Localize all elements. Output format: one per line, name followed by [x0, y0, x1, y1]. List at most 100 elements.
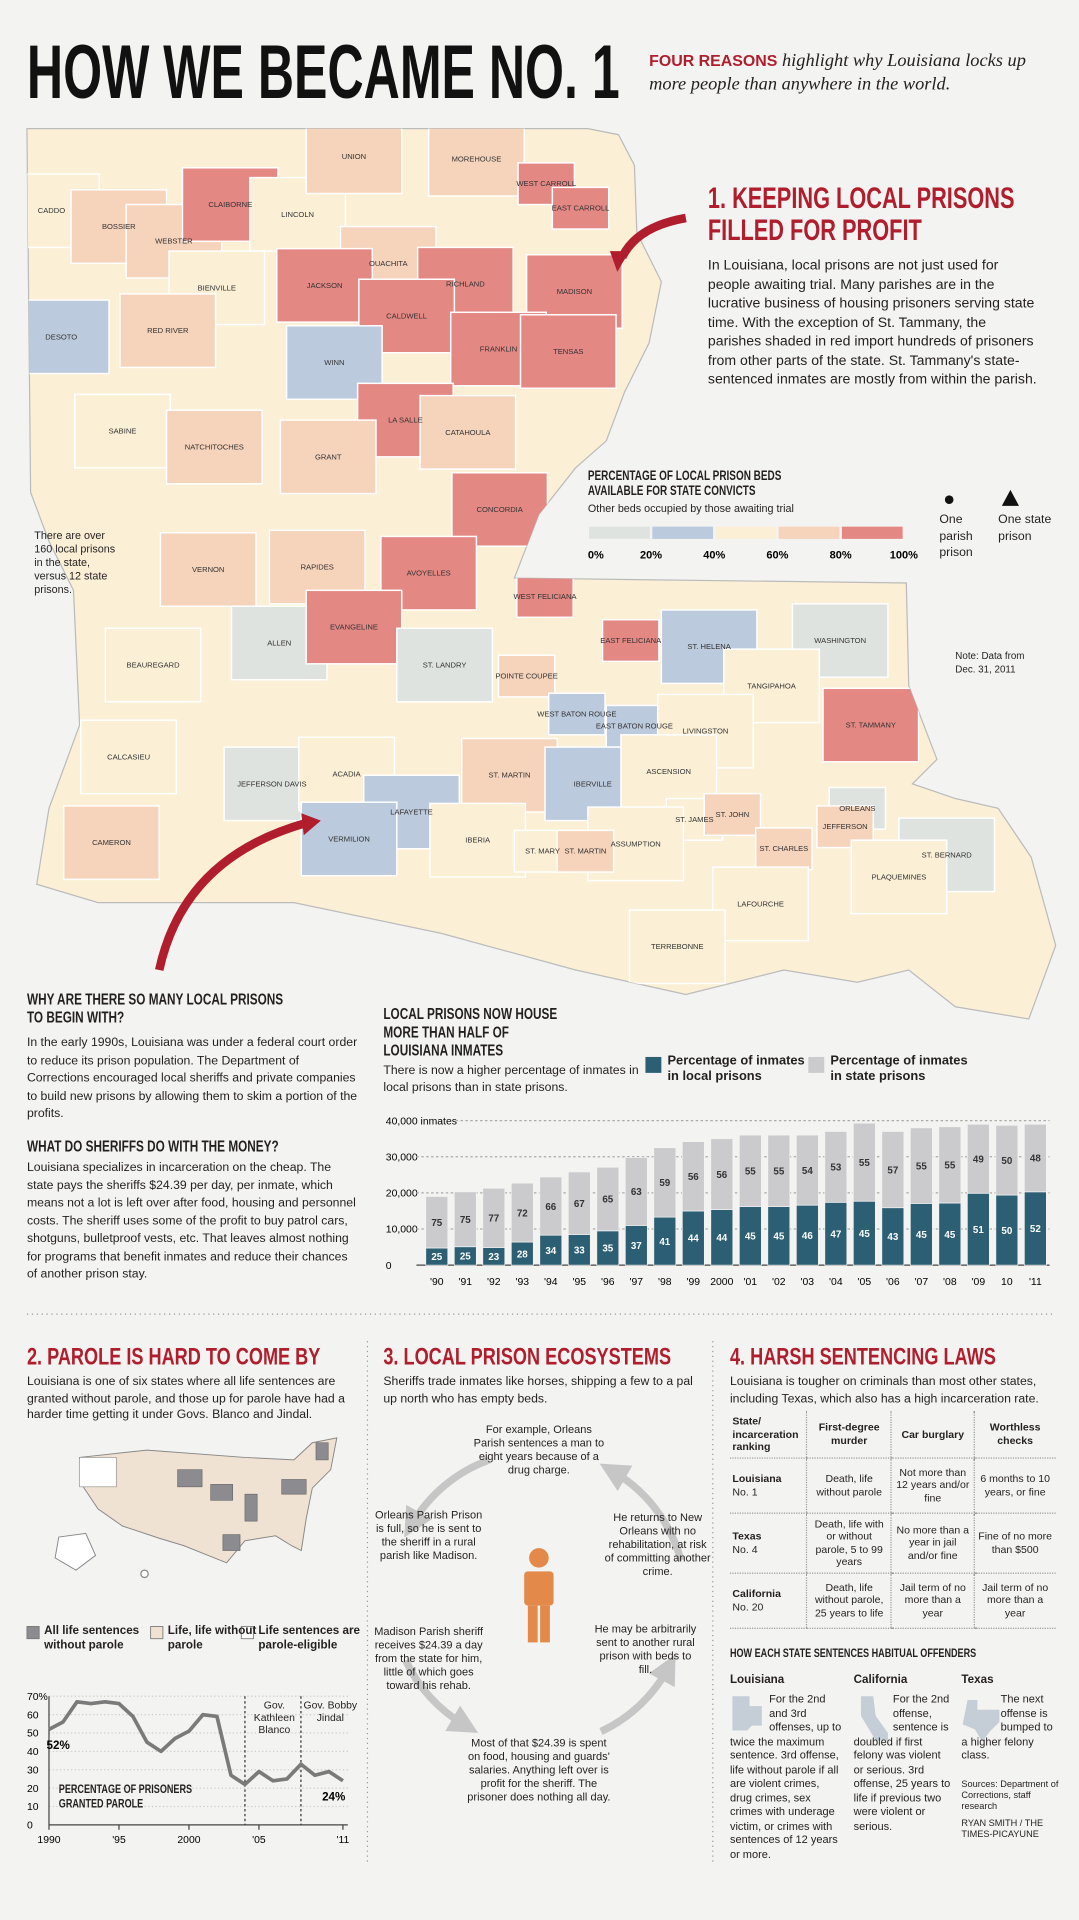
parish-label: LA SALLE — [388, 416, 423, 425]
parish-label: JEFFERSON DAVIS — [237, 779, 306, 788]
habitual-state: Louisiana — [729, 1672, 785, 1687]
parish — [104, 627, 202, 703]
cycle-step: For example, Orleans Parish sentences a … — [473, 1423, 605, 1476]
bar-segment — [539, 1176, 563, 1236]
x-tick-label: '94 — [544, 1277, 558, 1288]
chart-title: PERCENTAGE OF PRISONERS GRANTED PAROLE — [58, 1783, 193, 1812]
data-label: 51 — [973, 1225, 984, 1236]
data-label: 43 — [887, 1232, 898, 1243]
data-label: 66 — [545, 1202, 556, 1213]
parish — [159, 532, 257, 607]
data-label: 59 — [659, 1178, 670, 1189]
data-label: 77 — [488, 1214, 499, 1225]
legend-tick-label: 80% — [830, 549, 852, 561]
parish-label: ASSUMPTION — [611, 839, 661, 848]
x-tick-label: '08 — [943, 1277, 957, 1288]
x-tick-label: '01 — [744, 1277, 758, 1288]
legend-subtitle: Other beds occupied by those awaiting tr… — [587, 502, 794, 515]
parish-label: EAST FELICIANA — [600, 636, 662, 645]
legend-title: PERCENTAGE OF LOCAL PRISON BEDS AVAILABL… — [587, 469, 782, 499]
cycle-step: He may be arbitrarily sent to another ru… — [594, 1622, 697, 1676]
table-cell: Texas No. 4 — [729, 1512, 807, 1574]
symbol-label: One state prison — [998, 513, 1052, 544]
parish — [80, 719, 178, 795]
question: WHAT DO SHERIFFS DO WITH THE MONEY? — [26, 1136, 279, 1155]
legend-tick-label: 100% — [890, 549, 918, 561]
bar-segment — [938, 1126, 962, 1204]
legend-swatch — [808, 1056, 825, 1073]
parish-label: CALCASIEU — [107, 752, 150, 761]
legend-swatch — [26, 1626, 40, 1640]
parish — [305, 589, 403, 665]
parish — [547, 692, 606, 736]
x-tick-label: 2000 — [177, 1835, 200, 1846]
chart-subtitle: There is now a higher percentage of inma… — [383, 1064, 639, 1095]
parish — [429, 802, 527, 878]
parish-label: TERREBONNE — [651, 942, 704, 951]
data-label: 55 — [773, 1167, 784, 1178]
data-label: 50 — [1001, 1226, 1012, 1237]
data-label: 54 — [802, 1166, 813, 1177]
data-label: 67 — [574, 1199, 585, 1210]
parish-label: POINTE COUPEE — [495, 672, 557, 681]
parish-label: MOREHOUSE — [452, 155, 502, 164]
legend-tick-label: 40% — [703, 549, 725, 561]
legend-tick-label: 0% — [588, 549, 604, 561]
habitual-text: For the 2nd offense, sentence is doubled… — [853, 1692, 951, 1832]
parish-label: ST. MARY — [525, 847, 560, 856]
parish-label: RAPIDES — [301, 563, 334, 572]
section-body: Louisiana is tougher on criminals than m… — [729, 1375, 1039, 1406]
legend-swatch — [589, 526, 650, 539]
data-label: 33 — [574, 1245, 585, 1256]
x-tick-label: '95 — [573, 1277, 587, 1288]
cycle-arrows — [402, 1456, 685, 1735]
parish — [620, 734, 718, 810]
table-cell: No more than a year in jail and/or fine — [890, 1512, 974, 1574]
table-cell: Death, life without parole, 25 years to … — [806, 1572, 892, 1629]
x-tick-label: '09 — [972, 1277, 986, 1288]
parish — [517, 162, 576, 206]
x-tick-label: '06 — [886, 1277, 900, 1288]
parish-label: BEAUREGARD — [127, 660, 181, 669]
parish — [26, 299, 110, 375]
parish-label: DESOTO — [45, 332, 77, 341]
legend-label: Percentage of inmates in state prisons — [830, 1053, 968, 1084]
table-cell: 6 months to 10 years, or fine — [973, 1457, 1056, 1514]
parish-label: VERMILION — [328, 834, 370, 843]
person-icon — [524, 1548, 554, 1643]
parish-label: CADDO — [38, 206, 65, 215]
y-tick-label: 30,000 — [386, 1152, 418, 1163]
habitual-text: The next offense is bumped to a higher f… — [961, 1692, 1053, 1762]
parish-label: LIVINGSTON — [683, 727, 729, 736]
legend-label: Life sentences are parole-eligible — [258, 1624, 360, 1653]
x-tick-label: '97 — [630, 1277, 644, 1288]
table-header: Car burglary — [890, 1410, 974, 1459]
bar-segment — [795, 1134, 819, 1206]
answer: Louisiana specializes in incarceration o… — [26, 1161, 356, 1282]
parish-label-layer: CADDO BOSSIER WEBSTER CLAIBORNE LINCOLN UNION… — [38, 152, 973, 951]
parish-label: WEST BATON ROUGE — [537, 709, 616, 718]
table-cell: Death, life with or without parole, 5 to… — [806, 1512, 892, 1574]
parish-label: CAMERON — [92, 838, 131, 847]
data-label: 63 — [631, 1187, 642, 1198]
sentencing-table: State/ incarceration ranking First-degree… — [729, 1410, 1056, 1629]
data-label: 55 — [859, 1158, 870, 1169]
data-label: 44 — [716, 1233, 727, 1244]
parish-label: OUACHITA — [369, 259, 409, 268]
parish-label: JEFFERSON — [823, 822, 868, 831]
legend-swatch — [240, 1626, 254, 1640]
parish-label: BIENVILLE — [198, 283, 236, 292]
x-tick-label: '93 — [516, 1277, 530, 1288]
parish — [703, 792, 762, 837]
legend-tick-label: 20% — [640, 549, 662, 561]
data-label: 48 — [1030, 1154, 1041, 1165]
subtitle-lead: FOUR REASONS — [649, 51, 778, 70]
data-label: 75 — [431, 1218, 442, 1229]
parish — [516, 574, 574, 619]
subtitle-box: FOUR REASONS highlight why Louisiana loc… — [649, 49, 1041, 97]
cycle-arrow — [404, 1456, 490, 1538]
legend-swatch — [778, 526, 840, 539]
habitual-heading: HOW EACH STATE SENTENCES HABITUAL OFFEND… — [729, 1647, 977, 1661]
icon-space — [854, 1693, 893, 1735]
